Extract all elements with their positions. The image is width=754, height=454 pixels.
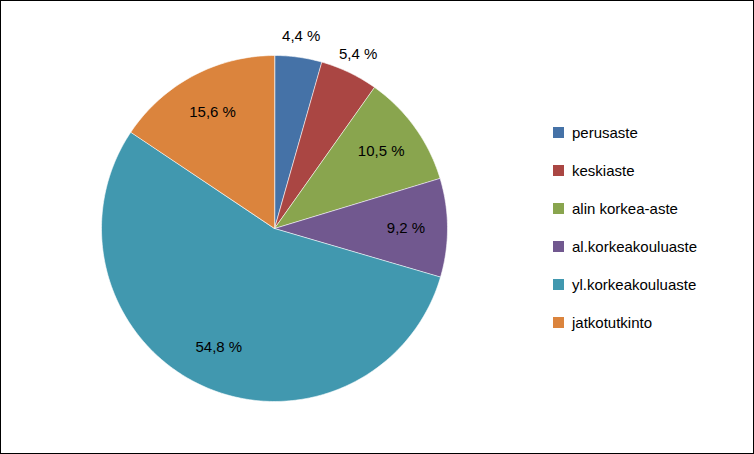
html-text:keskiaste: keskiaste (572, 161, 635, 179)
svg-text:9,2 %: 9,2 % (387, 219, 425, 236)
html-text:yl.korkeakouluaste: yl.korkeakouluaste (572, 275, 697, 293)
svg-text:4,4 %: 4,4 % (282, 27, 320, 44)
svg-text:15,6 %: 15,6 % (189, 103, 236, 120)
svg-text:5,4 %: 5,4 % (339, 45, 377, 62)
svg-text:10,5 %: 10,5 % (358, 142, 405, 159)
html-text:perusaste: perusaste (572, 123, 638, 141)
html-text:alin korkea-aste: alin korkea-aste (572, 199, 678, 217)
html-text:jatkotutkinto: jatkotutkinto (572, 313, 652, 331)
html-text:al.korkeakouluaste: al.korkeakouluaste (572, 237, 698, 255)
svg-text:54,8 %: 54,8 % (195, 338, 242, 355)
